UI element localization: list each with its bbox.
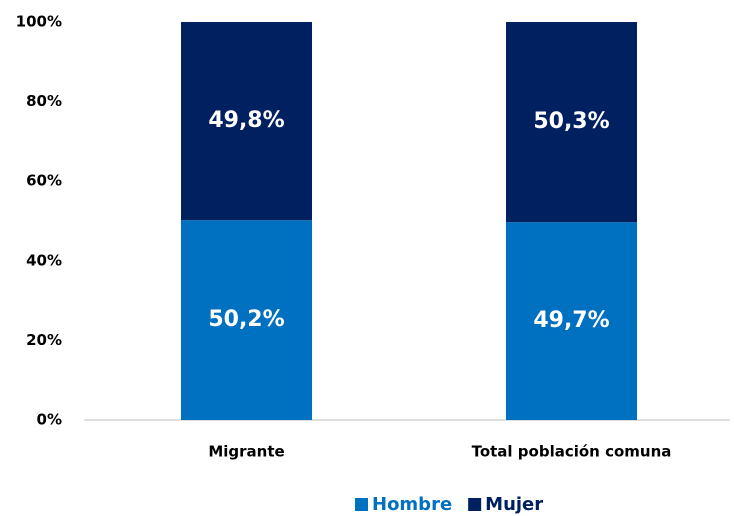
legend-label: Hombre — [372, 494, 452, 515]
y-tick-label: 100% — [16, 13, 62, 31]
data-label: 50,2% — [208, 307, 284, 332]
y-tick-label: 80% — [26, 92, 62, 110]
x-tick-label: Migrante — [208, 443, 284, 461]
y-tick-label: 60% — [26, 172, 62, 190]
legend-swatch — [355, 498, 368, 511]
y-tick-label: 20% — [26, 331, 62, 349]
data-label: 49,7% — [533, 308, 609, 333]
y-tick-label: 0% — [37, 411, 62, 429]
bar-segment — [506, 222, 637, 420]
legend-swatch — [468, 498, 482, 511]
data-label: 50,3% — [533, 109, 609, 134]
data-label: 49,8% — [208, 108, 284, 133]
legend-label: Mujer — [485, 494, 543, 515]
bar-segment — [181, 22, 312, 221]
bar-segment — [506, 22, 637, 223]
y-tick-label: 40% — [26, 251, 62, 269]
bar-segment — [181, 220, 312, 420]
x-tick-label: Total población comuna — [472, 443, 672, 461]
